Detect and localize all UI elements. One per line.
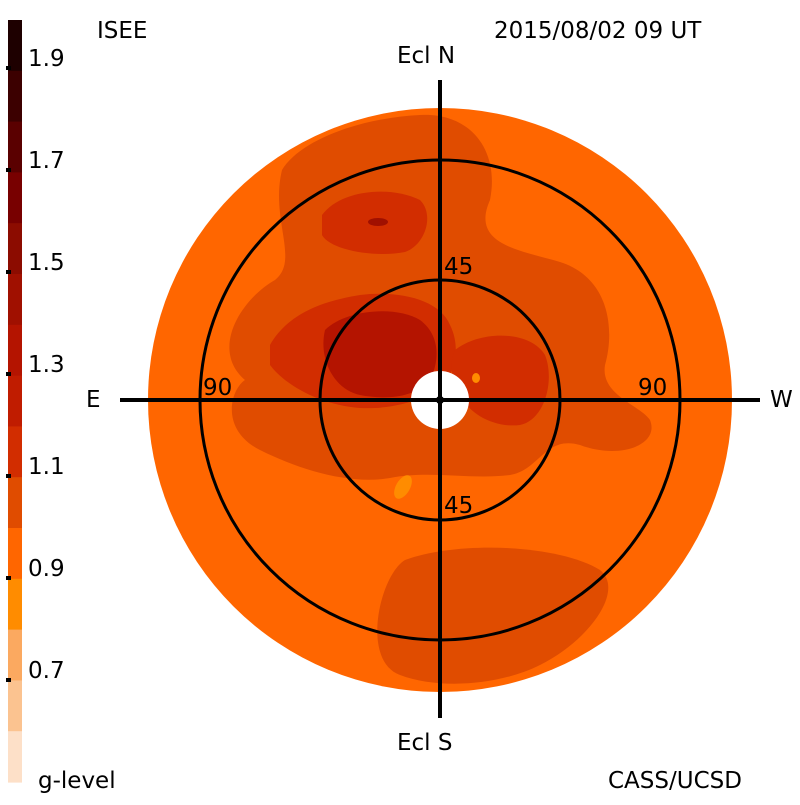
ring-label-90-right: 90 (638, 375, 668, 401)
light-spots (394, 373, 480, 499)
colorbar-band (8, 375, 22, 427)
colorbar-band (8, 274, 22, 326)
colorbar-band (8, 121, 22, 173)
source-label: ISEE (97, 18, 148, 44)
colorbar-tick-label: 0.7 (28, 658, 65, 684)
timestamp-label: 2015/08/02 09 UT (494, 18, 702, 44)
colorbar-tick-mark (6, 66, 11, 70)
skymap-disk (120, 80, 760, 718)
g-level-colorbar (6, 20, 22, 783)
colorbar-band (8, 680, 22, 732)
colorbar-band (8, 20, 22, 72)
colorbar-band (8, 223, 22, 275)
colorbar-tick-mark (6, 270, 11, 274)
colorbar-tick-mark (6, 678, 11, 682)
spot-south (394, 475, 412, 499)
colorbar-band (8, 426, 22, 478)
legend-title: g-level (38, 768, 116, 794)
west-label: W (770, 387, 793, 413)
ring-label-45-bottom: 45 (444, 493, 474, 519)
east-label: E (86, 387, 101, 413)
colorbar-band (8, 172, 22, 224)
colorbar-tick-mark (6, 168, 11, 172)
colorbar-band (8, 477, 22, 529)
core-patch (323, 311, 437, 398)
colorbar-band (8, 578, 22, 631)
colorbar-tick-label: 0.9 (28, 556, 65, 582)
credit-label: CASS/UCSD (608, 768, 742, 794)
colorbar-tick-label: 1.1 (28, 454, 65, 480)
colorbar-band (8, 528, 22, 580)
south-label: Ecl S (397, 730, 453, 756)
colorbar-band (8, 629, 22, 681)
colorbar-tick-mark (6, 372, 11, 376)
level-1-2-regions (323, 311, 437, 398)
colorbar-band (8, 731, 22, 783)
east-patch (451, 335, 549, 426)
colorbar-tick-label: 1.9 (28, 46, 65, 72)
spot-center (472, 373, 480, 383)
colorbar-band (8, 324, 22, 377)
colorbar-tick-mark (6, 474, 11, 478)
south-region (377, 547, 609, 684)
ring-label-90-left: 90 (203, 375, 233, 401)
sun-center-marker (436, 396, 444, 404)
colorbar-band (8, 70, 22, 123)
colorbar-tick-label: 1.5 (28, 250, 65, 276)
colorbar-tick-label: 1.7 (28, 148, 65, 174)
north-label: Ecl N (397, 43, 456, 69)
spot-north (368, 218, 388, 226)
colorbar-tick-label: 1.3 (28, 352, 65, 378)
ring-label-45-top: 45 (444, 254, 474, 280)
colorbar-tick-mark (6, 576, 11, 580)
level-1-3-spots (368, 218, 388, 226)
